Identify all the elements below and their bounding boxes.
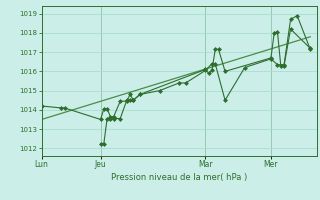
X-axis label: Pression niveau de la mer( hPa ): Pression niveau de la mer( hPa ) [111,173,247,182]
